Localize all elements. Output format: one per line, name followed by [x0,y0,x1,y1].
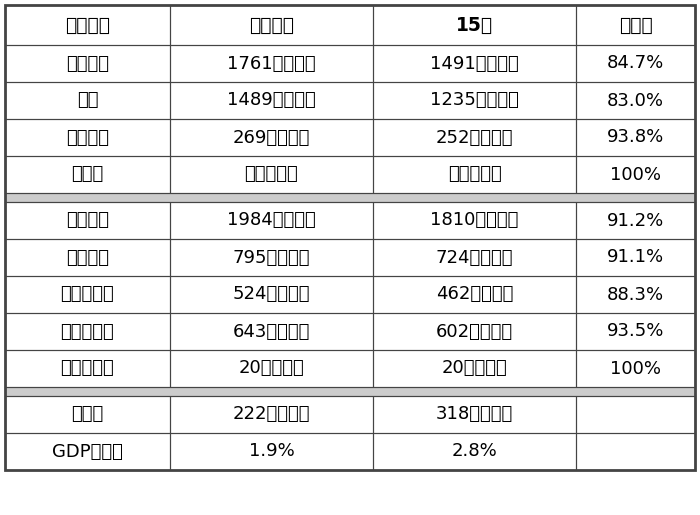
Text: 91.1%: 91.1% [607,249,664,266]
Bar [170,239,373,276]
Text: 助成金: 助成金 [71,165,104,183]
Bar [373,239,576,276]
Bar [5,313,170,350]
Bar [576,119,695,156]
Bar [373,276,576,313]
Text: 100%: 100% [610,359,661,377]
Bar [576,5,695,45]
Bar [576,202,695,239]
Text: 318兆ルピア: 318兆ルピア [436,405,513,423]
Text: 84.7%: 84.7% [607,55,664,73]
Bar [576,433,695,470]
Text: 税収: 税収 [77,92,98,110]
Text: 643兆ルピア: 643兆ルピア [232,322,310,340]
Text: 1761兆ルピア: 1761兆ルピア [227,55,316,73]
Bar [576,350,695,387]
Bar [5,82,170,119]
Bar [170,350,373,387]
Text: 222兆ルピア: 222兆ルピア [232,405,310,423]
Text: 地方交付金: 地方交付金 [60,322,114,340]
Text: 1235兆ルピア: 1235兆ルピア [430,92,519,110]
Bar [5,239,170,276]
Text: 15年: 15年 [456,15,493,35]
Text: 税外収入: 税外収入 [66,129,109,146]
Text: 20兆ルピア: 20兆ルピア [239,359,304,377]
Bar [5,396,170,433]
Bar [5,433,170,470]
Bar [576,45,695,82]
Bar [170,119,373,156]
Bar [373,313,576,350]
Text: 1.9%: 1.9% [248,442,294,460]
Bar [5,119,170,156]
Text: 269兆ルピア: 269兆ルピア [232,129,310,146]
Text: 国家予算: 国家予算 [65,15,110,35]
Bar [170,45,373,82]
Text: 91.2%: 91.2% [607,212,664,230]
Text: 795兆ルピア: 795兆ルピア [232,249,310,266]
Text: 100%: 100% [610,165,661,183]
Text: 省庁支出: 省庁支出 [66,249,109,266]
Text: 1810兆ルピア: 1810兆ルピア [430,212,519,230]
Text: 462兆ルピア: 462兆ルピア [436,285,513,303]
Text: 252兆ルピア: 252兆ルピア [436,129,513,146]
Bar [5,276,170,313]
Bar [170,156,373,193]
Bar [576,313,695,350]
Bar [373,156,576,193]
Bar [5,5,170,45]
Text: 83.0%: 83.0% [607,92,664,110]
Bar [170,5,373,45]
Bar [576,396,695,433]
Bar [170,82,373,119]
Text: 赤字額: 赤字額 [71,405,104,423]
Bar [5,387,695,396]
Text: GDP比赤字: GDP比赤字 [52,442,123,460]
Text: 524兆ルピア: 524兆ルピア [232,285,310,303]
Text: ３兆ルピア: ３兆ルピア [244,165,298,183]
Bar [170,276,373,313]
Text: 修正予算: 修正予算 [249,15,294,35]
Bar [373,433,576,470]
Bar [5,350,170,387]
Bar [5,202,170,239]
Text: 602兆ルピア: 602兆ルピア [436,322,513,340]
Bar [5,156,170,193]
Bar [373,119,576,156]
Bar [373,350,576,387]
Text: 達成率: 達成率 [619,15,652,35]
Text: ｜歳入｜: ｜歳入｜ [66,55,109,73]
Bar [5,45,170,82]
Bar [576,239,695,276]
Bar [373,45,576,82]
Bar [373,82,576,119]
Bar [576,156,695,193]
Text: ３兆ルピア: ３兆ルピア [448,165,501,183]
Text: 非省庁支出: 非省庁支出 [60,285,114,303]
Text: 93.8%: 93.8% [607,129,664,146]
Bar [170,433,373,470]
Text: 724兆ルピア: 724兆ルピア [436,249,513,266]
Text: 1984兆ルピア: 1984兆ルピア [227,212,316,230]
Text: 93.5%: 93.5% [607,322,664,340]
Bar [373,5,576,45]
Text: 20兆ルピア: 20兆ルピア [442,359,508,377]
Text: 88.3%: 88.3% [607,285,664,303]
Text: 1491兆ルピア: 1491兆ルピア [430,55,519,73]
Text: 2.8%: 2.8% [452,442,498,460]
Text: 村落交付金: 村落交付金 [60,359,114,377]
Bar [373,202,576,239]
Bar [170,202,373,239]
Bar [170,396,373,433]
Bar [170,313,373,350]
Bar [576,276,695,313]
Text: 1489兆ルピア: 1489兆ルピア [227,92,316,110]
Bar [373,396,576,433]
Bar [5,193,695,202]
Bar [576,82,695,119]
Text: ｜歳出｜: ｜歳出｜ [66,212,109,230]
